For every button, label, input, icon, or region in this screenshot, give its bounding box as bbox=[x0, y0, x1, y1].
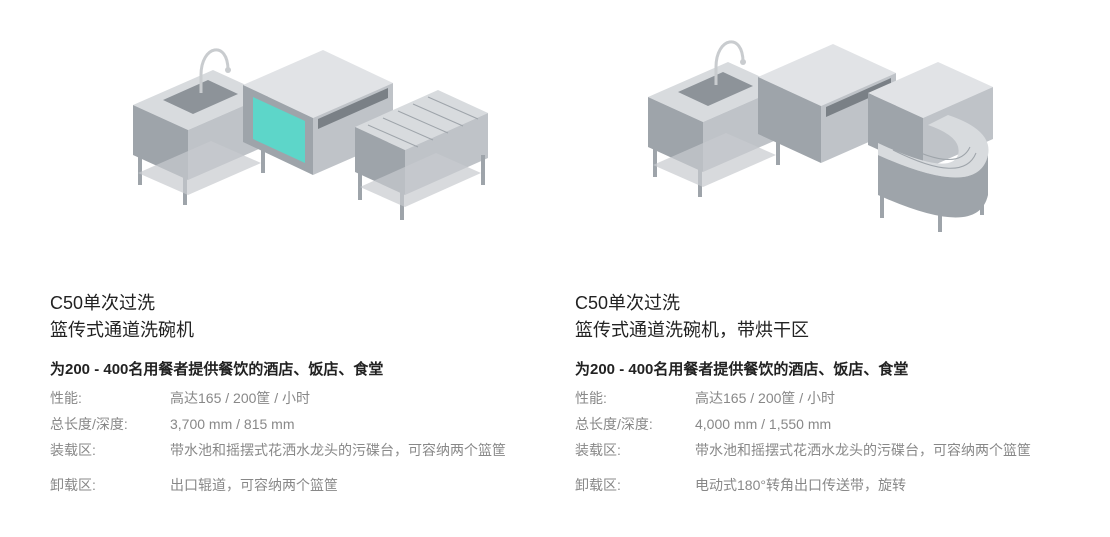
spec-row: 装载区: 带水池和摇摆式花洒水龙头的污碟台，可容纳两个篮筐 bbox=[50, 439, 535, 463]
spec-label: 总长度/深度: bbox=[575, 413, 695, 437]
spec-value: 带水池和摇摆式花洒水龙头的污碟台，可容纳两个篮筐 bbox=[695, 439, 1060, 463]
spec-row: 总长度/深度: 4,000 mm / 1,550 mm bbox=[575, 413, 1060, 437]
spec-label: 总长度/深度: bbox=[50, 413, 170, 437]
product-image bbox=[575, 0, 1060, 260]
spec-label: 性能: bbox=[575, 387, 695, 411]
spec-value: 3,700 mm / 815 mm bbox=[170, 413, 535, 437]
spec-value: 高达165 / 200筐 / 小时 bbox=[695, 387, 1060, 411]
product-card: C50单次过洗 篮传式通道洗碗机，带烘干区 为200 - 400名用餐者提供餐饮… bbox=[575, 0, 1060, 500]
spec-row: 性能: 高达165 / 200筐 / 小时 bbox=[575, 387, 1060, 411]
product-title: C50单次过洗 篮传式通道洗碗机，带烘干区 bbox=[575, 290, 1060, 344]
dishwasher-with-dryer-render-icon bbox=[618, 15, 1018, 245]
spec-value: 电动式180°转角出口传送带，旋转 bbox=[695, 474, 1060, 498]
title-line-2: 篮传式通道洗碗机，带烘干区 bbox=[575, 320, 809, 340]
dishwasher-render-icon bbox=[93, 15, 493, 245]
spec-label: 装载区: bbox=[50, 439, 170, 463]
title-line-2: 篮传式通道洗碗机 bbox=[50, 320, 194, 340]
product-image bbox=[50, 0, 535, 260]
spec-label: 装载区: bbox=[575, 439, 695, 463]
spec-row: 卸载区: 出口辊道，可容纳两个篮筐 bbox=[50, 474, 535, 498]
spec-row: 卸载区: 电动式180°转角出口传送带，旋转 bbox=[575, 474, 1060, 498]
spec-row: 总长度/深度: 3,700 mm / 815 mm bbox=[50, 413, 535, 437]
spec-value: 带水池和摇摆式花洒水龙头的污碟台，可容纳两个篮筐 bbox=[170, 439, 535, 463]
spec-value: 4,000 mm / 1,550 mm bbox=[695, 413, 1060, 437]
product-target: 为200 - 400名用餐者提供餐饮的酒店、饭店、食堂 bbox=[50, 358, 535, 379]
spec-label: 性能: bbox=[50, 387, 170, 411]
spec-value: 高达165 / 200筐 / 小时 bbox=[170, 387, 535, 411]
spec-row: 装载区: 带水池和摇摆式花洒水龙头的污碟台，可容纳两个篮筐 bbox=[575, 439, 1060, 463]
product-target: 为200 - 400名用餐者提供餐饮的酒店、饭店、食堂 bbox=[575, 358, 1060, 379]
product-title: C50单次过洗 篮传式通道洗碗机 bbox=[50, 290, 535, 344]
title-line-1: C50单次过洗 bbox=[575, 293, 680, 313]
spec-row: 性能: 高达165 / 200筐 / 小时 bbox=[50, 387, 535, 411]
spec-label: 卸载区: bbox=[575, 474, 695, 498]
title-line-1: C50单次过洗 bbox=[50, 293, 155, 313]
spec-value: 出口辊道，可容纳两个篮筐 bbox=[170, 474, 535, 498]
product-card: C50单次过洗 篮传式通道洗碗机 为200 - 400名用餐者提供餐饮的酒店、饭… bbox=[50, 0, 535, 500]
spec-label: 卸载区: bbox=[50, 474, 170, 498]
